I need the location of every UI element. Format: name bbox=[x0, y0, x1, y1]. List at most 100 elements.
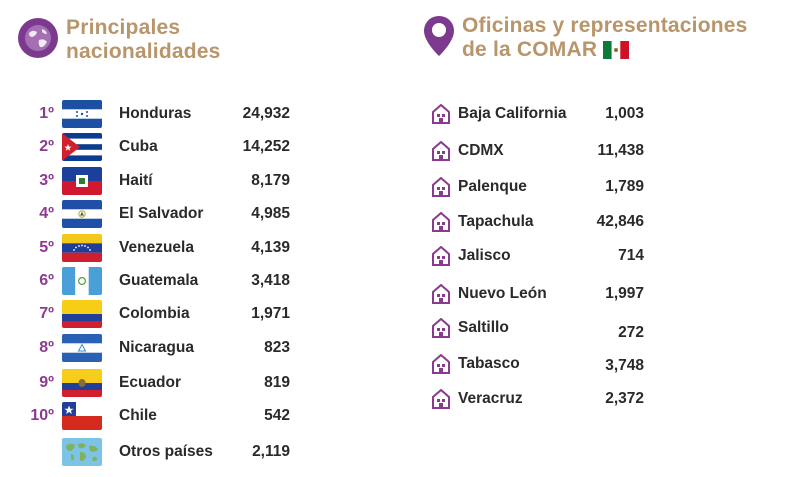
country-name: Honduras bbox=[119, 105, 192, 122]
country-count: 1,971 bbox=[251, 305, 290, 322]
nationality-row-honduras: 1º Honduras 24,932 bbox=[0, 98, 400, 130]
office-name: Baja California bbox=[458, 105, 567, 122]
building-icon bbox=[432, 389, 450, 409]
office-count: 272 bbox=[618, 324, 644, 341]
chile-flag-icon bbox=[62, 402, 102, 430]
office-row-jalisco: Jalisco 714 bbox=[400, 241, 800, 271]
office-name: Tapachula bbox=[458, 213, 534, 230]
country-count: 24,932 bbox=[242, 105, 290, 122]
cuba-flag-icon bbox=[62, 133, 102, 161]
offices-header: Oficinas y representaciones de la COMAR bbox=[422, 14, 748, 62]
nationality-row-chile: 10º Chile 542 bbox=[0, 400, 400, 432]
honduras-flag-icon bbox=[62, 100, 102, 128]
country-count: 2,119 bbox=[252, 443, 290, 460]
country-count: 823 bbox=[264, 339, 290, 356]
office-name: CDMX bbox=[458, 142, 504, 159]
nationality-row-nicaragua: 8º Nicaragua 823 bbox=[0, 332, 400, 364]
office-row-tabasco: Tabasco 3,748 bbox=[400, 349, 800, 379]
offices-title-line1: Oficinas y representaciones bbox=[462, 14, 748, 37]
office-count: 11,438 bbox=[597, 142, 644, 159]
nationality-row-otros: Otros países 2,119 bbox=[0, 436, 400, 468]
nationality-row-ecuador: 9º Ecuador 819 bbox=[0, 367, 400, 399]
country-count: 542 bbox=[264, 407, 290, 424]
office-name: Saltillo bbox=[458, 319, 509, 336]
rank-number: 4º bbox=[39, 205, 54, 222]
office-row-cdmx: CDMX 11,438 bbox=[400, 136, 800, 166]
office-name: Jalisco bbox=[458, 247, 511, 264]
office-row-nuevo-leon: Nuevo León 1,997 bbox=[400, 279, 800, 309]
country-count: 4,139 bbox=[251, 239, 290, 256]
office-count: 1,003 bbox=[605, 105, 644, 122]
nationalities-title-line1: Principales bbox=[66, 16, 181, 39]
colombia-flag-icon bbox=[62, 300, 102, 328]
nationalities-title-line2: nacionalidades bbox=[66, 40, 221, 63]
haiti-flag-icon bbox=[62, 167, 102, 195]
office-row-tapachula: Tapachula 42,846 bbox=[400, 207, 800, 237]
mexico-flag-icon bbox=[603, 41, 630, 59]
rank-number: 7º bbox=[39, 305, 54, 322]
building-icon bbox=[432, 141, 450, 161]
world-map-icon bbox=[62, 438, 102, 466]
offices-title-line2: de la COMAR bbox=[462, 38, 598, 61]
office-name: Tabasco bbox=[458, 355, 520, 372]
rank-number: 6º bbox=[39, 272, 54, 289]
country-count: 3,418 bbox=[251, 272, 290, 289]
building-icon bbox=[432, 104, 450, 124]
country-name: Otros países bbox=[119, 443, 213, 460]
guatemala-flag-icon bbox=[62, 267, 102, 295]
rank-number: 3º bbox=[39, 172, 54, 189]
ecuador-flag-icon bbox=[62, 369, 102, 397]
country-count: 819 bbox=[264, 374, 290, 391]
building-icon bbox=[432, 284, 450, 304]
nicaragua-flag-icon bbox=[62, 334, 102, 362]
office-count: 3,748 bbox=[605, 357, 644, 374]
nationality-row-venezuela: 5º Venezuela 4,139 bbox=[0, 232, 400, 264]
office-count: 2,372 bbox=[605, 390, 644, 407]
country-name: Nicaragua bbox=[119, 339, 194, 356]
office-name: Palenque bbox=[458, 178, 527, 195]
nationality-row-colombia: 7º Colombia 1,971 bbox=[0, 298, 400, 330]
country-count: 8,179 bbox=[251, 172, 290, 189]
venezuela-flag-icon bbox=[62, 234, 102, 262]
rank-number: 8º bbox=[39, 339, 54, 356]
rank-number: 1º bbox=[39, 105, 54, 122]
nationalities-panel: Principales nacionalidades 1º Honduras 2… bbox=[0, 16, 400, 468]
nationality-row-cuba: 2º Cuba 14,252 bbox=[0, 131, 400, 163]
country-name: Venezuela bbox=[119, 239, 194, 256]
building-icon bbox=[432, 318, 450, 338]
country-name: Guatemala bbox=[119, 272, 199, 289]
office-name: Nuevo León bbox=[458, 285, 547, 302]
globe-icon bbox=[18, 18, 58, 58]
country-name: Ecuador bbox=[119, 374, 182, 391]
building-icon bbox=[432, 246, 450, 266]
nationality-row-el-salvador: 4º El Salvador 4,985 bbox=[0, 198, 400, 230]
nationality-row-guatemala: 6º Guatemala 3,418 bbox=[0, 265, 400, 297]
rank-number: 2º bbox=[39, 138, 54, 155]
office-row-saltillo: Saltillo 272 bbox=[400, 313, 800, 343]
office-row-palenque: Palenque 1,789 bbox=[400, 172, 800, 202]
country-count: 4,985 bbox=[251, 205, 290, 222]
office-count: 714 bbox=[618, 247, 644, 264]
el-salvador-flag-icon bbox=[62, 200, 102, 228]
country-name: Haití bbox=[119, 172, 153, 189]
offices-panel: Oficinas y representaciones de la COMAR … bbox=[400, 0, 800, 477]
rank-number: 9º bbox=[39, 374, 54, 391]
office-count: 1,997 bbox=[605, 285, 644, 302]
map-pin-icon bbox=[424, 16, 454, 56]
country-count: 14,252 bbox=[242, 138, 290, 155]
rank-number: 5º bbox=[39, 239, 54, 256]
office-name: Veracruz bbox=[458, 390, 523, 407]
country-name: Cuba bbox=[119, 138, 158, 155]
office-count: 1,789 bbox=[605, 178, 644, 195]
office-count: 42,846 bbox=[596, 213, 644, 230]
office-row-veracruz: Veracruz 2,372 bbox=[400, 384, 800, 414]
rank-number: 10º bbox=[30, 407, 54, 424]
country-name: El Salvador bbox=[119, 205, 204, 222]
building-icon bbox=[432, 177, 450, 197]
country-name: Chile bbox=[119, 407, 157, 424]
country-name: Colombia bbox=[119, 305, 190, 322]
nationality-row-haiti: 3º Haití 8,179 bbox=[0, 165, 400, 197]
building-icon bbox=[432, 354, 450, 374]
office-row-baja-california: Baja California 1,003 bbox=[400, 99, 800, 129]
building-icon bbox=[432, 212, 450, 232]
